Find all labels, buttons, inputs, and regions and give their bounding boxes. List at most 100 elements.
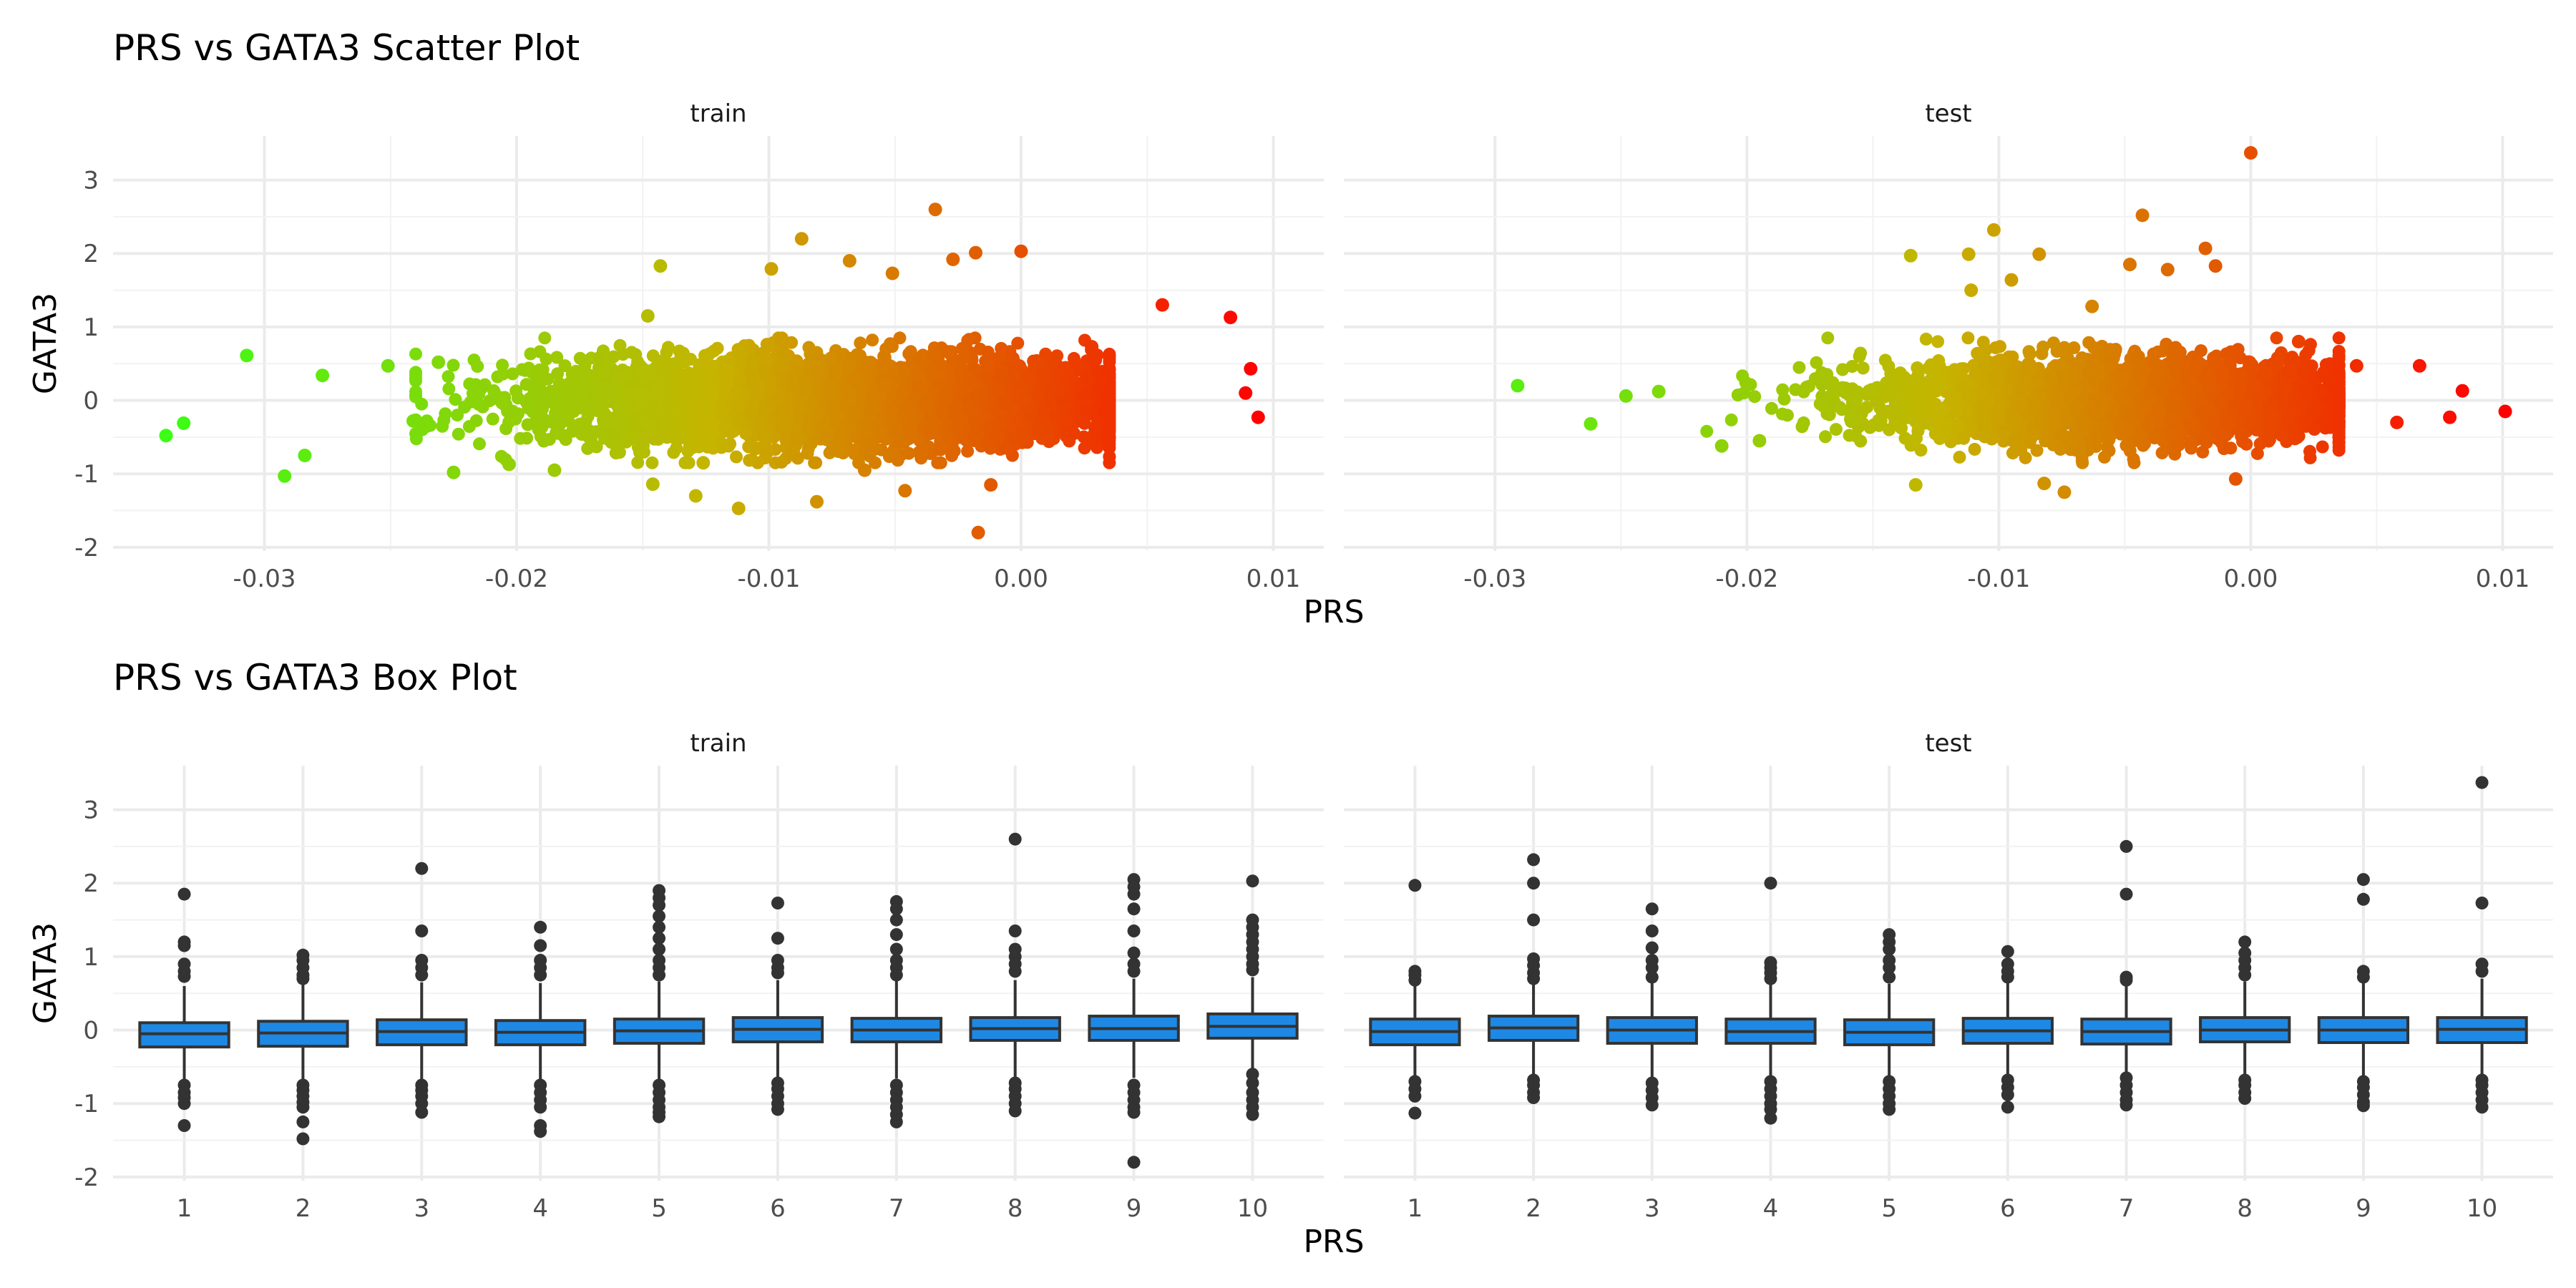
scatter-point — [671, 430, 685, 444]
scatter-test-x-tick-label: 0.01 — [2476, 565, 2530, 593]
scatter-point — [630, 411, 643, 424]
scatter-outlier-point — [159, 429, 173, 443]
scatter-outlier-point — [731, 502, 746, 515]
scatter-point — [580, 379, 594, 392]
scatter-point — [998, 397, 1012, 411]
scatter-outlier-point — [688, 489, 703, 503]
scatter-point — [575, 419, 588, 432]
scatter-point — [756, 405, 770, 419]
scatter-point — [968, 362, 982, 376]
scatter-point — [884, 337, 897, 351]
scatter-point — [797, 375, 811, 389]
box-plot-title: PRS vs GATA3 Box Plot — [113, 657, 517, 698]
scatter-plot-title: PRS vs GATA3 Scatter Plot — [113, 27, 580, 69]
scatter-point — [538, 331, 552, 345]
scatter-outlier-point — [547, 463, 562, 477]
scatter-point — [824, 389, 838, 402]
scatter-point — [558, 359, 572, 373]
scatter-point — [577, 365, 590, 379]
scatter-point — [532, 416, 546, 430]
scatter-point — [801, 447, 814, 460]
scatter-point — [473, 437, 486, 451]
scatter-point — [792, 403, 806, 416]
scatter-point — [1079, 387, 1093, 401]
scatter-outlier-point — [1224, 311, 1238, 325]
scatter-point — [880, 360, 894, 374]
scatter-outlier-point — [885, 266, 899, 280]
scatter-point — [944, 374, 957, 388]
scatter-point — [743, 408, 757, 421]
scatter-outlier-point — [316, 369, 330, 383]
scatter-train-y-tick-label: 3 — [83, 167, 99, 195]
scatter-train-point-cloud — [409, 331, 1116, 469]
scatter-point — [821, 430, 834, 444]
scatter-point — [849, 371, 862, 385]
scatter-point — [866, 389, 879, 402]
scatter-point — [631, 456, 645, 469]
scatter-point — [542, 433, 556, 446]
scatter-point — [896, 386, 909, 400]
scatter-point — [731, 343, 745, 356]
scatter-outlier-point — [971, 525, 985, 540]
scatter-point — [670, 399, 684, 413]
scatter-point — [651, 432, 665, 446]
scatter-outlier-point — [1155, 298, 1169, 312]
scatter-outlier-point — [810, 494, 824, 509]
scatter-outlier-point — [898, 484, 912, 498]
scatter-point — [889, 426, 902, 440]
scatter-point — [725, 426, 738, 439]
scatter-point — [743, 454, 756, 467]
scatter-point — [762, 339, 776, 353]
scatter-train-x-tick-label: 0.01 — [1246, 565, 1301, 593]
scatter-point — [1017, 391, 1030, 405]
scatter-point — [463, 377, 477, 391]
scatter-point — [1103, 456, 1116, 469]
scatter-point — [883, 448, 897, 462]
scatter-train-x-tick-label: -0.02 — [485, 565, 548, 593]
scatter-point — [1008, 369, 1021, 381]
scatter-point — [786, 372, 799, 386]
scatter-point — [1055, 379, 1068, 391]
scatter-point — [499, 422, 513, 436]
scatter-point — [775, 455, 789, 469]
scatter-point — [506, 404, 519, 418]
scatter-point — [661, 341, 675, 354]
scatter-point — [940, 428, 954, 441]
scatter-point — [697, 408, 711, 421]
scatter-point — [667, 357, 680, 371]
scatter-point — [613, 446, 626, 459]
scatter-point — [645, 456, 659, 469]
scatter-point — [452, 427, 465, 441]
scatter-test-x-tick-label: 0.00 — [2224, 565, 2278, 593]
scatter-point — [866, 333, 879, 347]
scatter-point — [1049, 409, 1063, 423]
scatter-point — [678, 456, 692, 469]
scatter-point — [826, 401, 839, 415]
scatter-point — [945, 449, 959, 462]
scatter-point — [550, 351, 564, 364]
scatter-point — [597, 365, 610, 379]
scatter-point — [778, 337, 791, 350]
scatter-outlier-point — [240, 348, 254, 363]
scatter-test-x-tick-label: -0.01 — [1967, 565, 2030, 593]
scatter-point — [863, 402, 877, 416]
scatter-point — [573, 351, 587, 365]
scatter-train-y-tick-label: -2 — [74, 534, 99, 562]
scatter-point — [693, 367, 706, 381]
scatter-point — [844, 394, 857, 407]
scatter-point — [512, 391, 525, 405]
scatter-test-x-tick-label: -0.02 — [1715, 565, 1778, 593]
scatter-test-x-tick-label: -0.03 — [1463, 565, 1526, 593]
scatter-point — [942, 345, 956, 358]
scatter-outlier-point — [278, 469, 292, 483]
box-strip-train: train — [690, 729, 746, 758]
scatter-point — [643, 419, 656, 432]
scatter-point — [1103, 363, 1116, 376]
scatter-point — [472, 397, 485, 411]
scatter-point — [613, 406, 627, 420]
scatter-point — [471, 360, 484, 373]
scatter-point — [661, 376, 675, 389]
scatter-point — [1010, 414, 1024, 428]
scatter-point — [1011, 336, 1025, 350]
